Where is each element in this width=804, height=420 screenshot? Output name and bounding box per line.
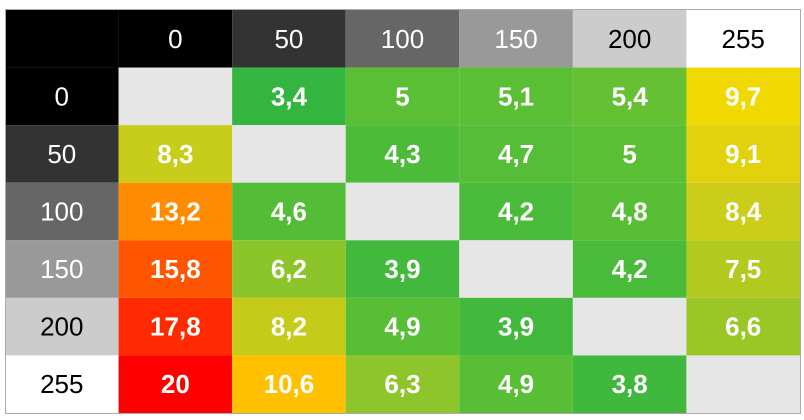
cell-value: 8,2 (271, 312, 307, 342)
row-header-cell (5, 297, 119, 356)
column-header: 100 (381, 24, 424, 54)
table-border (5, 9, 801, 414)
cell-value: 8,4 (725, 197, 762, 227)
cell (345, 125, 460, 183)
cell-value: 15,8 (150, 254, 201, 284)
column-header-cell (118, 10, 233, 68)
row-header: 150 (40, 254, 83, 284)
column-header: 150 (494, 24, 537, 54)
cell (459, 240, 573, 298)
cell (345, 355, 460, 413)
cell-value: 5,4 (612, 81, 649, 111)
cell (686, 297, 800, 356)
column-header: 255 (722, 24, 765, 54)
column-header: 200 (608, 24, 651, 54)
cell-value: 4,6 (271, 197, 307, 227)
row-header: 100 (40, 197, 83, 227)
corner-cell (5, 10, 119, 68)
row-header-cell (5, 240, 119, 298)
column-header-cell (572, 10, 687, 68)
row-header: 0 (55, 81, 69, 111)
cell-value: 20 (161, 369, 190, 399)
row-header-cell (5, 67, 119, 126)
cell (345, 182, 460, 241)
cell (572, 182, 687, 241)
cell (459, 297, 573, 356)
row-header-cell (5, 355, 119, 413)
cell-value: 4,2 (498, 197, 534, 227)
column-header-cell (686, 10, 800, 68)
cell (118, 182, 233, 241)
cell-value: 3,9 (498, 312, 534, 342)
cell-value: 5,1 (498, 81, 534, 111)
cell-value: 8,3 (157, 139, 193, 169)
cell (118, 125, 233, 183)
cell-value: 7,5 (725, 254, 761, 284)
cell (345, 297, 460, 356)
cell (232, 67, 346, 126)
cell (572, 67, 687, 126)
cell (686, 182, 800, 241)
cell (686, 125, 800, 183)
cell-value: 6,3 (384, 369, 420, 399)
cell (686, 355, 800, 413)
column-header-cell (232, 10, 346, 68)
cell-value: 6,6 (725, 312, 761, 342)
column-header-cell (345, 10, 460, 68)
cell (572, 125, 687, 183)
cell (345, 240, 460, 298)
cell-value: 5 (395, 81, 409, 111)
row-header-cell (5, 182, 119, 241)
cell-value: 6,2 (271, 254, 307, 284)
cell (232, 240, 346, 298)
cell-value: 4,2 (612, 254, 648, 284)
cell (232, 355, 346, 413)
column-header: 50 (274, 24, 303, 54)
cell-value: 3,8 (612, 369, 648, 399)
cell-value: 4,9 (384, 312, 420, 342)
cell (118, 355, 233, 413)
cell-value: 4,7 (498, 139, 534, 169)
cell (572, 355, 687, 413)
cell-value: 4,9 (498, 369, 534, 399)
column-header-cell (459, 10, 573, 68)
cell (118, 297, 233, 356)
cell (118, 240, 233, 298)
row-header-cell (5, 125, 119, 183)
cell (459, 182, 573, 241)
cell-value: 4,3 (384, 139, 420, 169)
cell-value: 9,7 (725, 81, 761, 111)
column-header: 0 (168, 24, 182, 54)
cell-value: 9,1 (725, 139, 761, 169)
cell-value: 4,8 (612, 197, 648, 227)
row-header: 50 (47, 139, 76, 169)
row-header: 200 (40, 312, 83, 342)
cell (459, 67, 573, 126)
cell-value: 3,9 (384, 254, 420, 284)
cell (345, 67, 460, 126)
cell (232, 182, 346, 241)
cell-value: 10,6 (264, 369, 315, 399)
cell (572, 297, 687, 356)
cell (118, 67, 233, 126)
cell (686, 240, 800, 298)
cell (572, 240, 687, 298)
cell (459, 355, 573, 413)
cell (459, 125, 573, 183)
row-header: 255 (40, 369, 83, 399)
cell (686, 67, 800, 126)
cell (232, 297, 346, 356)
cell-value: 3,4 (271, 81, 308, 111)
cell-value: 13,2 (150, 197, 201, 227)
cell (232, 125, 346, 183)
cell-value: 17,8 (150, 312, 201, 342)
cell-value: 5 (622, 139, 636, 169)
